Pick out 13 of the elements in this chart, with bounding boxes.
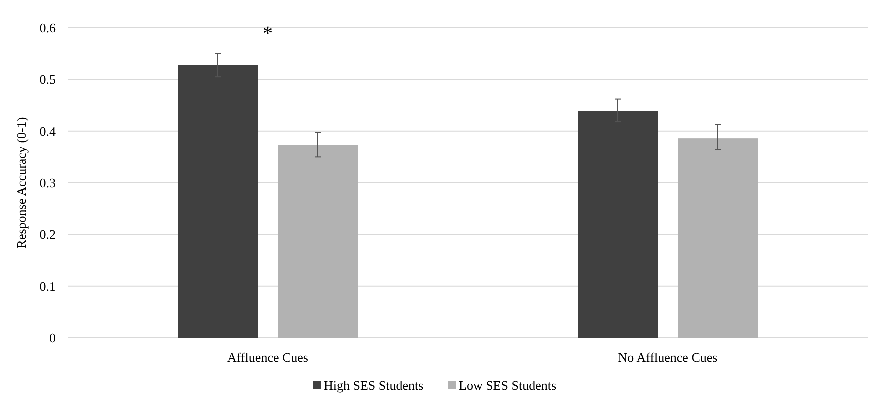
y-tick-label: 0.6 — [40, 20, 56, 36]
y-tick-label: 0.2 — [40, 227, 56, 242]
y-tick-label: 0.4 — [40, 124, 56, 139]
annotation: * — [263, 23, 273, 45]
x-tick-label: No Affluence Cues — [618, 350, 718, 365]
y-tick-label: 0.3 — [40, 176, 56, 191]
legend-label: High SES Students — [324, 378, 424, 393]
x-tick-label: Affluence Cues — [228, 350, 308, 365]
legend-label: Low SES Students — [459, 378, 557, 393]
y-tick-label: 0 — [50, 330, 56, 346]
y-axis-title: Response Accuracy (0-1) — [14, 117, 29, 249]
y-tick-label: 0.5 — [40, 72, 56, 88]
y-tick-label: 0.1 — [40, 278, 56, 294]
